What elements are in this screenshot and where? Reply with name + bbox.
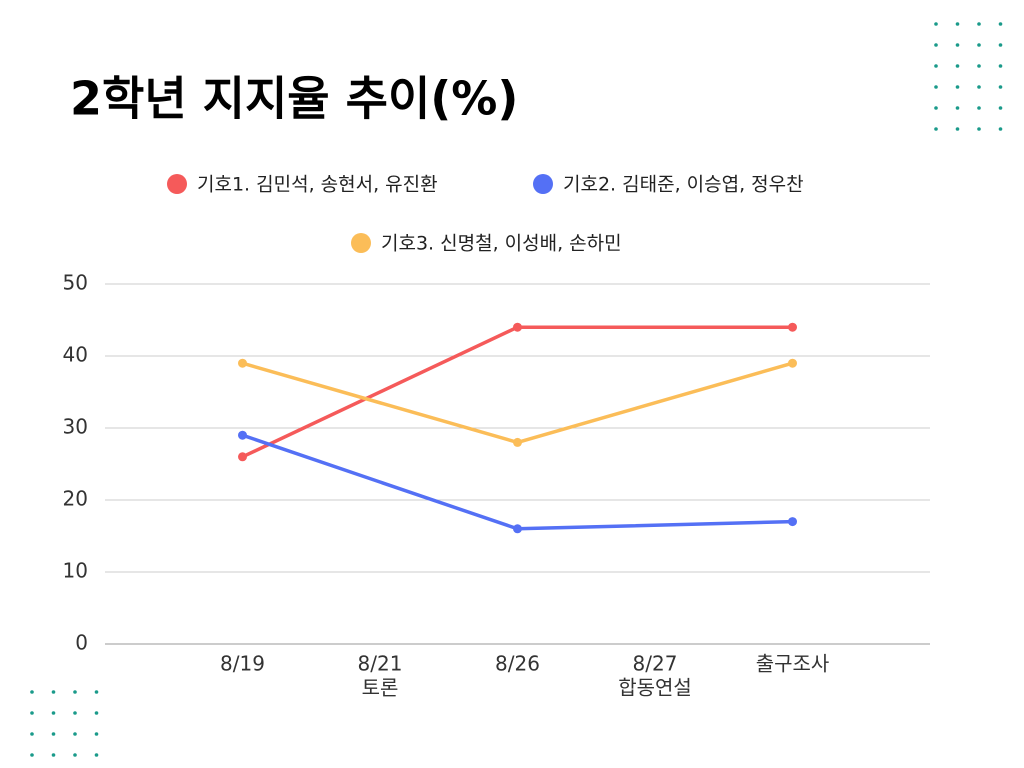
x-tick-label: 출구조사 <box>756 652 830 676</box>
legend-label: 기호1. 김민석, 송현서, 유진환 <box>197 174 438 196</box>
data-point <box>513 524 522 534</box>
dot <box>73 732 77 736</box>
data-point <box>238 430 247 440</box>
dot <box>73 711 77 715</box>
dot <box>955 85 960 89</box>
x-tick-label: 합동연설 <box>618 676 692 700</box>
dot <box>51 690 56 694</box>
dot <box>955 127 960 131</box>
dot <box>977 106 981 110</box>
dot <box>51 753 56 757</box>
dot <box>30 732 34 736</box>
y-tick-label: 10 <box>63 559 88 583</box>
x-tick-label: 8/19 <box>220 652 265 676</box>
dot <box>998 22 1003 26</box>
dot <box>998 127 1003 131</box>
legend-marker <box>533 174 553 194</box>
dot <box>955 64 960 68</box>
dot <box>934 85 938 89</box>
legend-marker <box>351 233 371 253</box>
dot <box>977 43 981 47</box>
data-point <box>788 517 797 527</box>
dot <box>73 753 77 757</box>
y-tick-label: 30 <box>63 415 88 439</box>
dot <box>94 753 99 757</box>
data-point <box>513 322 522 332</box>
y-tick-label: 20 <box>63 487 88 511</box>
x-tick-label: 8/27 <box>633 652 678 676</box>
dot <box>94 711 99 715</box>
dot <box>73 690 77 694</box>
dot <box>30 753 34 757</box>
y-tick-label: 0 <box>75 631 88 655</box>
dot <box>977 127 981 131</box>
dot <box>934 43 938 47</box>
data-point <box>788 322 797 332</box>
data-point <box>238 452 247 462</box>
x-tick-label: 8/21 <box>358 652 403 676</box>
dot <box>30 690 34 694</box>
dot <box>934 64 938 68</box>
decor-dots-bottom <box>30 690 99 757</box>
chart-title: 2학년 지지율 추이(%) <box>70 72 518 126</box>
y-tick-label: 50 <box>63 271 88 295</box>
legend-marker <box>167 174 187 194</box>
dot <box>977 22 981 26</box>
decor-dots-top <box>934 22 1003 131</box>
series-line <box>242 361 793 445</box>
y-tick-label: 40 <box>63 343 88 367</box>
dot <box>51 711 56 715</box>
dot <box>977 85 981 89</box>
series-line <box>241 433 793 531</box>
data-point <box>513 437 522 447</box>
dot <box>998 64 1003 68</box>
data-point <box>238 358 247 368</box>
dot <box>998 85 1003 89</box>
legend-label: 기호2. 김태준, 이승엽, 정우찬 <box>563 174 804 196</box>
dot <box>94 732 99 736</box>
x-tick-label: 8/26 <box>495 652 540 676</box>
data-point <box>788 358 797 368</box>
dot <box>934 127 938 131</box>
dot <box>955 22 960 26</box>
dot <box>934 106 938 110</box>
dot <box>955 43 960 47</box>
dot <box>955 106 960 110</box>
series-line <box>241 325 793 459</box>
dot <box>998 106 1003 110</box>
dot <box>94 690 99 694</box>
dot <box>998 43 1003 47</box>
x-tick-label: 토론 <box>362 676 399 700</box>
dot <box>30 711 34 715</box>
dot <box>934 22 938 26</box>
legend-label: 기호3. 신명철, 이성배, 손하민 <box>381 233 622 255</box>
dot <box>51 732 56 736</box>
dot <box>977 64 981 68</box>
